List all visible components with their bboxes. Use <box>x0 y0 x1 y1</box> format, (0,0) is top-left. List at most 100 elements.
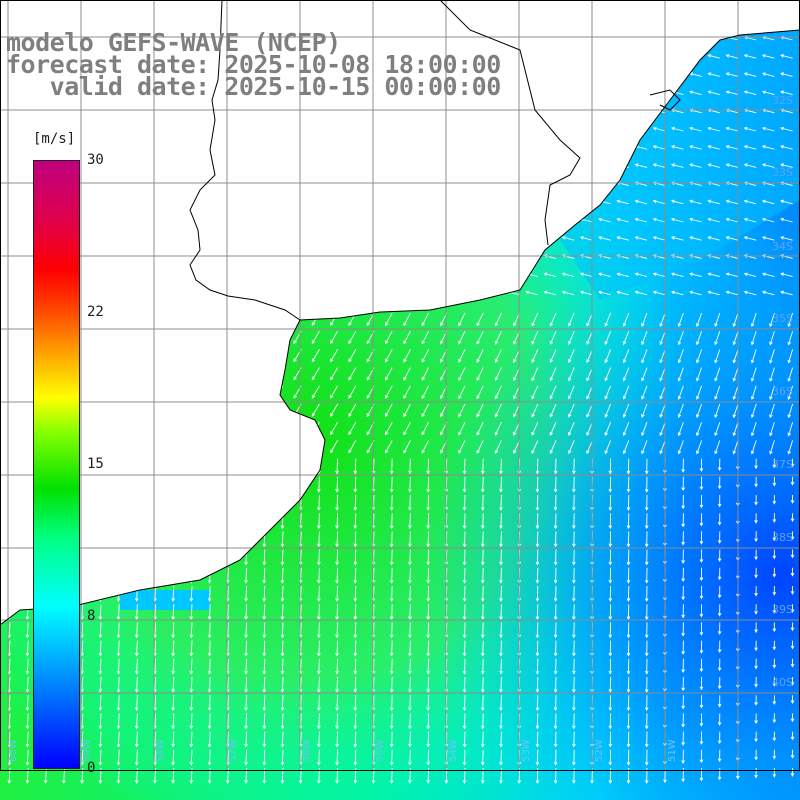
wind-arrow <box>725 199 739 205</box>
wind-arrow <box>385 421 393 436</box>
wind-arrow <box>531 349 539 364</box>
wind-arrow <box>462 494 467 511</box>
wind-arrow <box>348 440 357 454</box>
wind-arrow <box>426 513 430 530</box>
wind-arrow <box>330 385 338 399</box>
wind-arrow <box>790 676 795 686</box>
wind-arrow <box>652 217 666 223</box>
wind-arrow <box>677 422 684 437</box>
wind-arrow <box>772 585 777 596</box>
wind-arrow <box>769 422 775 437</box>
wind-arrow <box>608 513 613 530</box>
wind-arrow <box>699 695 704 709</box>
wind-arrow <box>207 658 212 675</box>
wind-arrow <box>421 312 429 327</box>
wind-arrow <box>408 695 412 712</box>
wind-arrow <box>330 440 338 454</box>
wind-arrow <box>608 731 613 748</box>
wind-arrow <box>98 731 103 748</box>
wind-arrow <box>98 604 103 621</box>
wind-arrow <box>244 695 248 712</box>
wind-arrow <box>677 312 684 328</box>
wind-arrow <box>499 531 503 548</box>
wind-arrow <box>604 331 612 346</box>
wind-arrow <box>134 622 139 639</box>
wind-arrow <box>681 531 685 546</box>
wind-arrow <box>426 749 430 766</box>
wind-arrow <box>330 421 338 436</box>
wind-arrow <box>348 330 357 345</box>
wind-arrow <box>244 658 248 675</box>
wind-arrow <box>717 640 722 654</box>
wind-arrow <box>335 549 339 566</box>
wind-arrow <box>652 272 666 278</box>
wind-arrow <box>403 312 411 327</box>
wind-arrow <box>754 476 758 488</box>
wind-arrow <box>743 145 757 150</box>
wind-arrow <box>616 272 629 278</box>
wind-arrow <box>426 731 430 748</box>
wind-arrow <box>695 403 703 419</box>
wind-arrow <box>426 622 430 639</box>
wind-arrow <box>790 767 795 777</box>
wind-arrow <box>644 695 649 712</box>
wind-arrow <box>535 695 540 712</box>
wind-arrow <box>335 585 339 602</box>
wind-arrow <box>641 422 648 437</box>
wind-arrow <box>707 217 720 223</box>
wind-arrow <box>761 199 775 205</box>
wind-arrow <box>641 440 648 455</box>
wind-arrow <box>244 676 248 693</box>
wind-arrow <box>535 476 540 493</box>
wind-arrow <box>403 385 411 400</box>
wind-arrow <box>641 385 648 400</box>
wind-arrow <box>572 476 576 493</box>
wind-arrow <box>622 367 630 382</box>
wind-arrow <box>98 713 103 730</box>
wind-arrow <box>754 713 758 725</box>
wind-arrow <box>689 290 702 296</box>
wind-arrow <box>769 403 775 419</box>
wind-arrow <box>659 403 666 418</box>
wind-arrow <box>535 549 540 566</box>
wind-arrow <box>426 713 430 730</box>
lat-label: 35S <box>772 312 793 325</box>
wind-arrow <box>480 549 485 566</box>
wind-arrow <box>317 640 321 657</box>
wind-arrow <box>772 549 777 560</box>
wind-arrow <box>677 385 684 400</box>
wind-arrow <box>761 290 775 296</box>
wind-arrow <box>480 695 485 712</box>
wind-arrow <box>476 331 484 345</box>
wind-arrow <box>348 421 357 436</box>
wind-arrow <box>707 72 720 77</box>
wind-arrow <box>403 421 411 436</box>
wind-arrow <box>626 476 631 493</box>
wind-arrow <box>717 731 722 745</box>
wind-arrow <box>681 658 685 674</box>
wind-arrow <box>644 676 649 693</box>
wind-arrow <box>499 476 503 493</box>
wind-arrow <box>426 585 430 602</box>
wind-arrow <box>280 749 285 766</box>
wind-arrow <box>772 513 777 523</box>
wind-arrow <box>681 749 685 765</box>
wind-arrow <box>659 349 666 364</box>
wind-arrow <box>553 676 558 693</box>
wind-arrow <box>725 126 739 132</box>
wind-arrow <box>750 422 757 437</box>
wind-arrow <box>458 385 466 400</box>
wind-arrow <box>317 622 321 639</box>
wind-arrow <box>134 676 139 693</box>
wind-arrow <box>622 349 630 364</box>
wind-arrow <box>634 236 648 241</box>
wind-arrow <box>408 622 412 639</box>
wind-arrow <box>244 713 248 730</box>
wind-arrow <box>732 403 739 419</box>
wind-arrow <box>549 367 557 382</box>
wind-arrow <box>244 622 248 639</box>
wind-arrow <box>335 622 339 639</box>
wind-arrow <box>408 749 412 766</box>
wind-arrow <box>262 549 267 566</box>
wind-arrow <box>494 349 502 363</box>
